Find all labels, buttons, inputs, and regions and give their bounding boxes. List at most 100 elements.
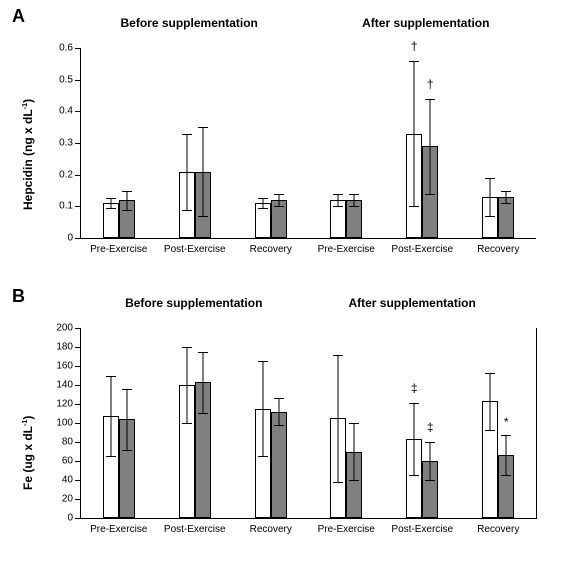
error-cap — [182, 423, 192, 424]
y-tick — [75, 206, 81, 207]
error-cap — [349, 194, 359, 195]
y-tick — [75, 480, 81, 481]
error-cap — [485, 178, 495, 179]
x-tick-label: Pre-Exercise — [90, 524, 147, 535]
error-cap — [425, 480, 435, 481]
error-cap — [333, 206, 343, 207]
significance-marker: ‡ — [411, 381, 418, 395]
panel-b: BBefore supplementationAfter supplementa… — [0, 280, 567, 563]
y-tick-label: 80 — [62, 437, 73, 448]
error-cap — [258, 208, 268, 209]
error-cap — [122, 389, 132, 390]
x-tick-label: Recovery — [250, 524, 292, 535]
error-cap — [349, 480, 359, 481]
y-tick — [75, 499, 81, 500]
error-bar — [430, 442, 431, 480]
plot-area: 00.10.20.30.40.50.6Pre-ExercisePost-Exer… — [80, 48, 536, 239]
x-tick-label: Pre-Exercise — [90, 244, 147, 255]
error-bar — [506, 435, 507, 475]
error-bar — [126, 389, 127, 450]
error-cap — [106, 456, 116, 457]
error-cap — [198, 413, 208, 414]
error-cap — [198, 216, 208, 217]
y-tick — [75, 442, 81, 443]
error-cap — [409, 475, 419, 476]
x-tick-label: Recovery — [477, 524, 519, 535]
error-cap — [425, 442, 435, 443]
section-title: After supplementation — [362, 16, 489, 30]
y-tick — [75, 347, 81, 348]
error-cap — [106, 198, 116, 199]
error-cap — [182, 134, 192, 135]
error-cap — [182, 347, 192, 348]
y-tick-label: 200 — [56, 323, 73, 334]
panel-label-b: B — [12, 286, 25, 307]
y-tick — [75, 80, 81, 81]
error-cap — [106, 208, 116, 209]
y-tick — [75, 328, 81, 329]
error-cap — [122, 191, 132, 192]
x-tick-label: Pre-Exercise — [318, 524, 375, 535]
section-title: After supplementation — [348, 296, 475, 310]
error-cap — [409, 61, 419, 62]
error-cap — [274, 206, 284, 207]
error-bar — [202, 127, 203, 216]
y-axis-label: Hepcidin (ng x dL-1) — [20, 98, 35, 209]
y-tick-label: 40 — [62, 475, 73, 486]
error-cap — [349, 423, 359, 424]
x-tick-label: Recovery — [250, 244, 292, 255]
y-tick-label: 160 — [56, 361, 73, 372]
x-tick-label: Recovery — [477, 244, 519, 255]
error-cap — [122, 210, 132, 211]
error-bar — [126, 191, 127, 210]
error-bar — [414, 61, 415, 207]
x-tick-label: Post-Exercise — [391, 524, 453, 535]
error-cap — [333, 482, 343, 483]
error-bar — [186, 347, 187, 423]
x-tick-label: Post-Exercise — [164, 244, 226, 255]
y-tick — [75, 111, 81, 112]
error-cap — [274, 398, 284, 399]
y-tick-label: 120 — [56, 399, 73, 410]
error-cap — [198, 127, 208, 128]
error-cap — [198, 352, 208, 353]
x-tick-label: Post-Exercise — [391, 244, 453, 255]
error-bar — [506, 191, 507, 204]
error-cap — [122, 450, 132, 451]
error-bar — [110, 376, 111, 456]
panel-a: ABefore supplementationAfter supplementa… — [0, 0, 567, 280]
y-tick-label: 60 — [62, 456, 73, 467]
y-tick-label: 0.2 — [59, 169, 73, 180]
significance-marker: ‡ — [427, 420, 434, 434]
y-tick — [75, 143, 81, 144]
y-tick — [75, 518, 81, 519]
y-tick — [75, 48, 81, 49]
error-cap — [258, 361, 268, 362]
error-cap — [501, 203, 511, 204]
error-cap — [274, 194, 284, 195]
error-bar — [338, 355, 339, 482]
error-cap — [258, 198, 268, 199]
error-bar — [338, 194, 339, 207]
y-tick-label: 0 — [67, 513, 73, 524]
error-bar — [490, 373, 491, 430]
error-cap — [409, 403, 419, 404]
y-tick — [75, 385, 81, 386]
error-cap — [182, 210, 192, 211]
error-cap — [485, 216, 495, 217]
y-tick-label: 0 — [67, 233, 73, 244]
x-tick-label: Post-Exercise — [164, 524, 226, 535]
error-bar — [354, 194, 355, 207]
error-bar — [262, 361, 263, 456]
y-tick-label: 0.5 — [59, 74, 73, 85]
error-bar — [202, 352, 203, 413]
error-cap — [485, 430, 495, 431]
error-bar — [430, 99, 431, 194]
bar — [271, 412, 287, 518]
panel-label-a: A — [12, 6, 25, 27]
error-cap — [274, 425, 284, 426]
y-tick-label: 0.3 — [59, 138, 73, 149]
error-cap — [501, 191, 511, 192]
error-bar — [262, 198, 263, 208]
error-bar — [354, 423, 355, 480]
